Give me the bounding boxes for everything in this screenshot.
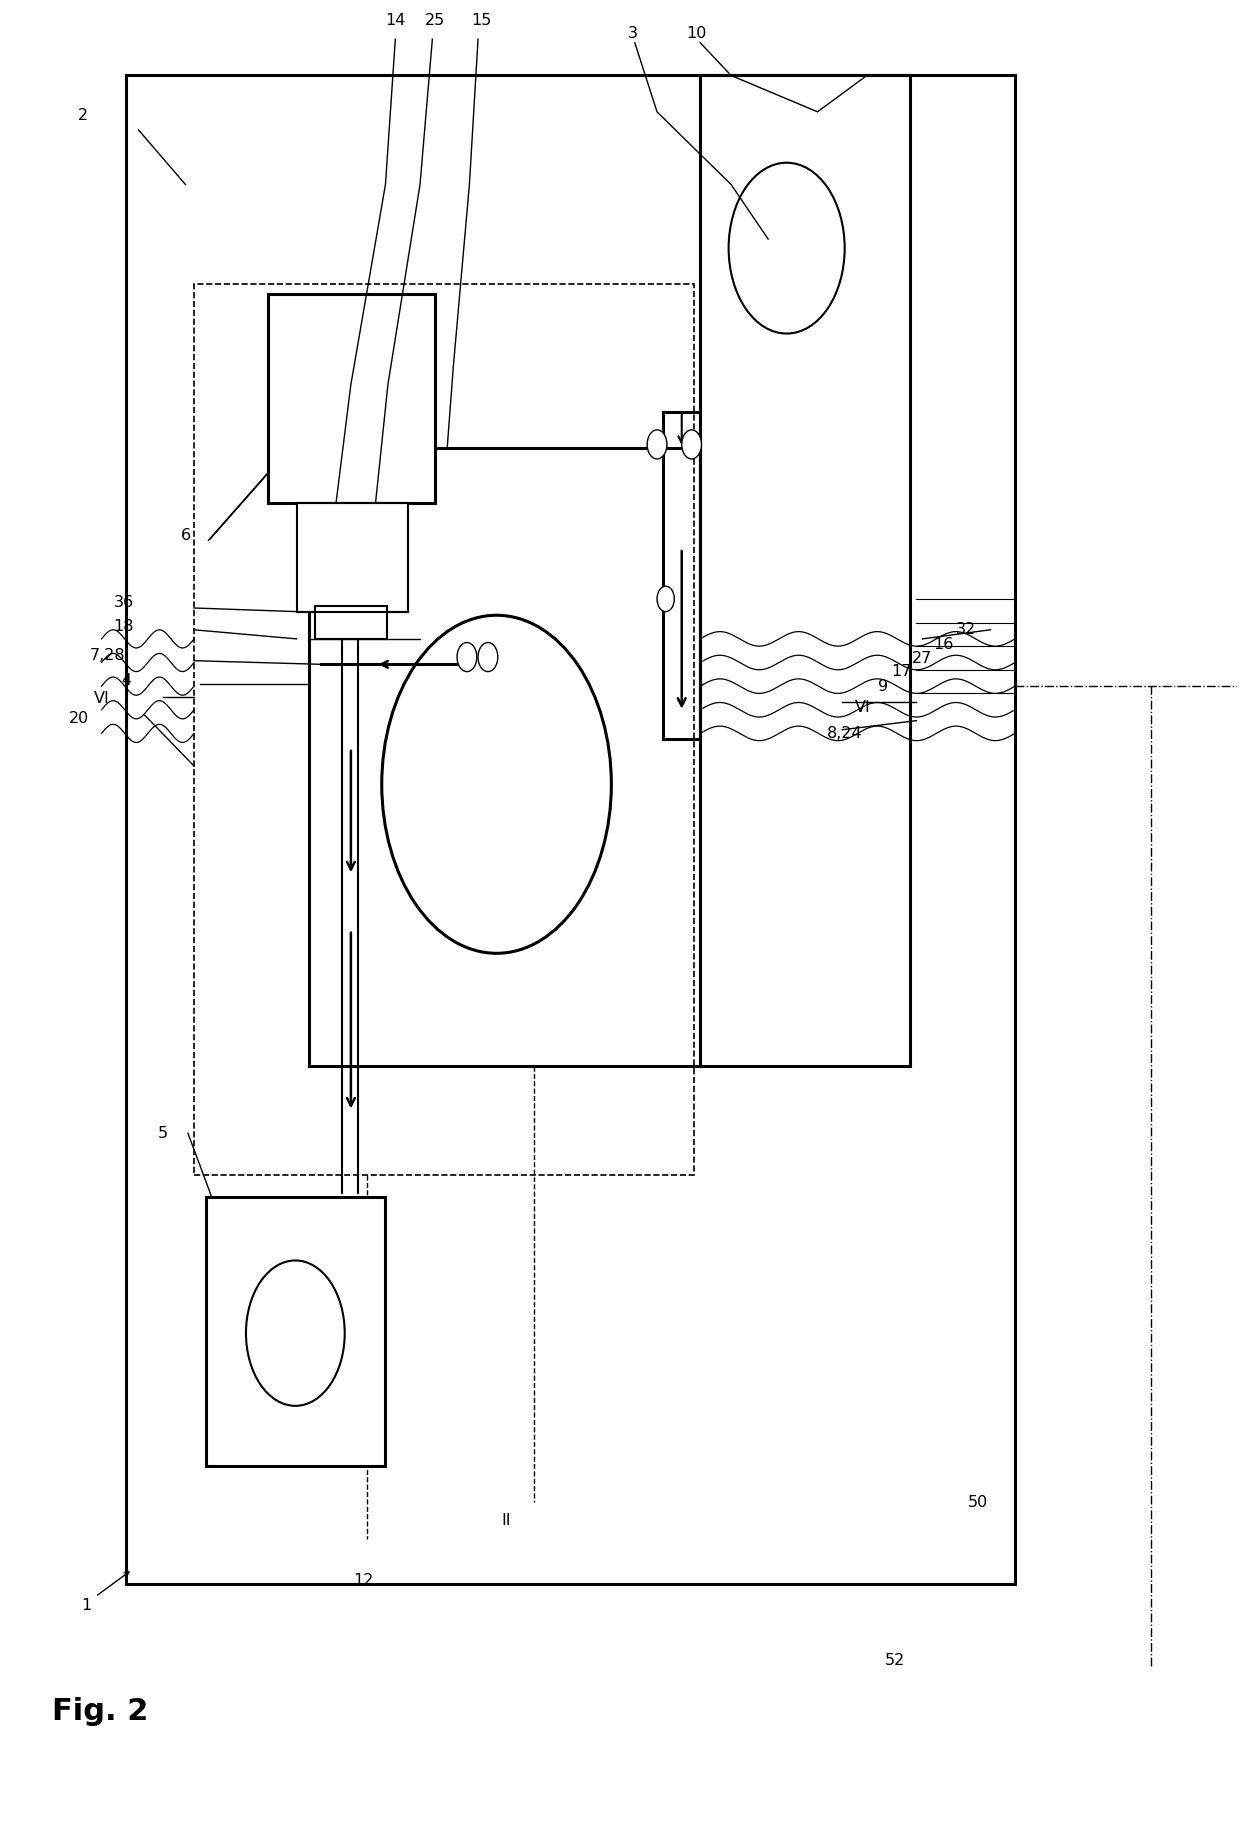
Text: Fig. 2: Fig. 2 xyxy=(52,1697,149,1726)
Text: 14: 14 xyxy=(386,13,405,29)
Circle shape xyxy=(458,642,477,671)
Text: 20: 20 xyxy=(69,711,89,726)
Text: 7,28: 7,28 xyxy=(89,647,125,664)
Text: 36: 36 xyxy=(114,594,134,611)
Text: 17: 17 xyxy=(892,664,911,680)
Text: 16: 16 xyxy=(934,636,954,653)
Bar xyxy=(268,294,435,503)
Text: 8,24: 8,24 xyxy=(827,726,863,740)
Text: II: II xyxy=(502,1513,511,1528)
Bar xyxy=(315,607,387,638)
Circle shape xyxy=(479,642,497,671)
Bar xyxy=(126,75,1016,1584)
Text: 2: 2 xyxy=(78,108,88,122)
Text: 52: 52 xyxy=(885,1653,905,1668)
Circle shape xyxy=(246,1260,345,1406)
Text: 50: 50 xyxy=(968,1495,988,1509)
Text: 1: 1 xyxy=(82,1599,92,1613)
Text: 32: 32 xyxy=(956,622,976,638)
Bar xyxy=(195,284,694,1176)
Text: 6: 6 xyxy=(180,529,191,543)
Circle shape xyxy=(682,430,702,459)
Bar xyxy=(701,75,910,1066)
Text: 4: 4 xyxy=(122,673,131,689)
Text: 3: 3 xyxy=(627,26,637,42)
Text: VI: VI xyxy=(856,700,870,715)
Text: VI: VI xyxy=(94,691,109,706)
Text: 5: 5 xyxy=(159,1127,169,1141)
Text: 25: 25 xyxy=(425,13,445,29)
Text: 15: 15 xyxy=(471,13,492,29)
Bar xyxy=(296,503,408,613)
Text: 18: 18 xyxy=(114,618,134,634)
Bar xyxy=(309,448,701,1066)
Circle shape xyxy=(657,587,675,613)
Circle shape xyxy=(647,430,667,459)
Circle shape xyxy=(729,162,844,334)
Text: 9: 9 xyxy=(878,678,888,693)
Text: 10: 10 xyxy=(687,26,707,42)
Circle shape xyxy=(382,614,611,953)
Bar xyxy=(207,1198,386,1466)
Text: 12: 12 xyxy=(353,1573,373,1588)
Text: 27: 27 xyxy=(913,651,932,667)
